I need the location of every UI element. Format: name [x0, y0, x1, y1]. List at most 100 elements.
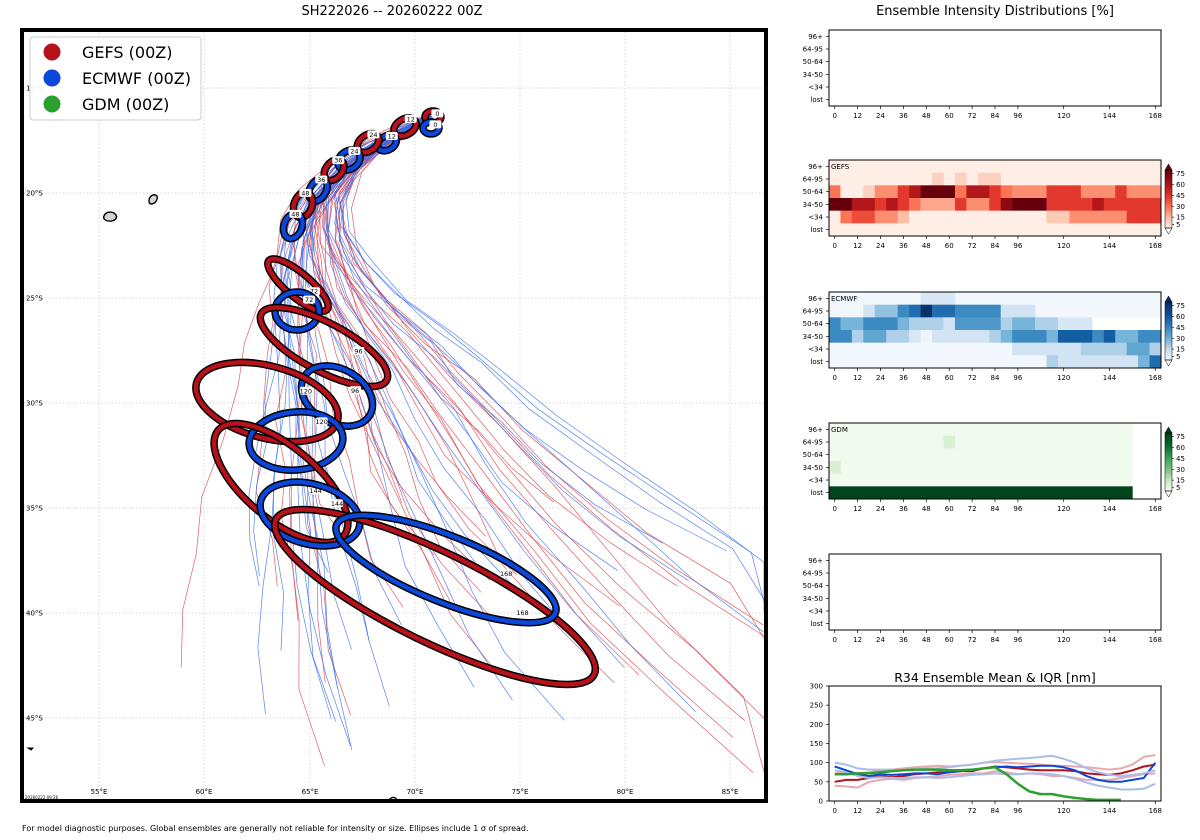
lat-tick-label: 20°S [26, 190, 43, 198]
r34-x-tick-label: 36 [899, 807, 908, 815]
forecast-hour-text: 24 [369, 131, 377, 139]
intensity-cell [1080, 185, 1116, 199]
intensity-category-label: 34-50 [803, 333, 823, 341]
hour-label-bg [348, 146, 361, 155]
intensity-cell [1149, 355, 1162, 369]
forecast-hour-label: 144 [1103, 505, 1117, 513]
intensity-cell [909, 185, 921, 199]
colorbar-tick-label: 45 [1176, 324, 1185, 332]
intensity-cell [863, 330, 887, 343]
map-legend: GEFS (00Z) ECMWF (00Z) GDM (00Z) [29, 36, 202, 121]
intensity-category-label: 34-50 [803, 201, 823, 209]
intensity-cell [1012, 185, 1047, 199]
ecmwf-forecast-hour-label: 72 [303, 295, 316, 304]
gefs-forecast-hour-label: 120 [299, 386, 312, 395]
colorbar-segment [1165, 223, 1172, 227]
colorbar-segment [1165, 196, 1172, 200]
intensity-cell [829, 461, 841, 474]
ensemble-track [338, 119, 734, 738]
intensity-cell [909, 210, 1047, 224]
forecast-hour-label: 60 [945, 374, 954, 382]
intensity-cell [954, 185, 967, 199]
colorbar-segment [1165, 338, 1172, 342]
intensity-cell [977, 172, 1002, 186]
colorbar-segment [1165, 304, 1172, 308]
forecast-hour-text: 72 [305, 296, 313, 304]
colorbar-segment [1165, 182, 1172, 185]
intensity-cell [1138, 330, 1162, 343]
intensity-cell [829, 448, 1133, 462]
colorbar-segment [1165, 208, 1172, 212]
forecast-hour-label: 36 [899, 505, 908, 513]
ensemble-track [345, 116, 765, 611]
intensity-cell [920, 292, 956, 305]
intensity-cell [840, 185, 864, 199]
intensity-cell [920, 330, 933, 343]
hour-label-bg [332, 156, 345, 165]
colorbar-segment [1165, 486, 1172, 490]
colorbar-segment [1165, 333, 1172, 337]
intensity-category-label: lost [810, 358, 823, 366]
colorbar-bottom-arrow [1164, 490, 1173, 498]
r34-series-line [834, 766, 1121, 802]
forecast-hour-label: 144 [1103, 636, 1117, 644]
intensity-cell [1012, 330, 1047, 343]
map-date-stamp: 20260222 09:26 [25, 795, 59, 800]
forecast-hour-label: 84 [991, 505, 1000, 513]
forecast-hour-label: 84 [991, 636, 1000, 644]
colorbar-segment [1165, 220, 1172, 224]
colorbar-tick-label: 60 [1176, 181, 1185, 189]
intensity-cell [874, 198, 887, 211]
colorbar-segment [1165, 309, 1172, 313]
forecast-hour-label: 120 [1057, 374, 1070, 382]
gefs-forecast-hour-label: 96 [352, 346, 365, 355]
r34-y-tick-label: 100 [810, 759, 823, 767]
colorbar-tick-label: 5 [1176, 484, 1180, 492]
forecast-hour-label: 144 [1103, 374, 1117, 382]
forecast-hour-label: 144 [1103, 112, 1117, 120]
colorbar-segment [1165, 459, 1172, 463]
r34-title: R34 Ensemble Mean & IQR [nm] [894, 670, 1096, 685]
forecast-hour-label: 84 [991, 374, 1000, 382]
ensemble-track [342, 118, 765, 600]
forecast-hour-label: 0 [832, 636, 836, 644]
intensity-category-label: 96+ [808, 557, 823, 565]
colorbar-segment [1165, 464, 1172, 468]
colorbar-tick-label: 45 [1176, 455, 1185, 463]
intensity-cell [829, 223, 1162, 237]
colorbar-tick-label: 60 [1176, 313, 1185, 321]
colorbar-segment [1165, 452, 1172, 456]
colorbar-segment [1165, 311, 1172, 315]
island-west [102, 211, 118, 222]
intensity-cell [989, 185, 1002, 199]
forecast-hour-text: 24 [350, 147, 358, 155]
r34-y-tick-label: 150 [810, 740, 823, 748]
forecast-hour-label: 60 [945, 505, 954, 513]
colorbar-segment [1165, 340, 1172, 344]
colorbar-segment [1165, 215, 1172, 219]
forecast-hour-text: 36 [317, 176, 325, 184]
forecast-hour-label: 24 [876, 636, 885, 644]
ecmwf-forecast-hour-label: 36 [315, 175, 328, 184]
forecast-hour-label: 48 [922, 112, 931, 120]
lon-tick-label: 55°E [91, 788, 108, 796]
forecast-hour-label: 36 [899, 112, 908, 120]
colorbar-segment [1165, 488, 1172, 492]
intensity-cell [829, 185, 841, 199]
intensity-cell [1000, 317, 1013, 331]
hour-label-bg [315, 175, 328, 184]
legend-ecmwf-label: ECMWF (00Z) [82, 69, 191, 88]
intensity-cell [829, 160, 1162, 173]
colorbar-bottom-arrow [1164, 227, 1173, 235]
colorbar-tick-label: 45 [1176, 192, 1185, 200]
intensity-category-label: <34 [808, 84, 823, 92]
r34-y-tick-label: 300 [810, 683, 823, 691]
intensity-category-label: 34-50 [803, 595, 823, 603]
colorbar-segment [1165, 433, 1172, 436]
hour-label-bg [385, 132, 398, 141]
intensity-cell [829, 210, 841, 224]
intensity-cell [851, 330, 864, 343]
colorbar-segment [1165, 174, 1172, 178]
intensity-cell [829, 461, 1133, 474]
hour-label-bg [299, 386, 312, 395]
